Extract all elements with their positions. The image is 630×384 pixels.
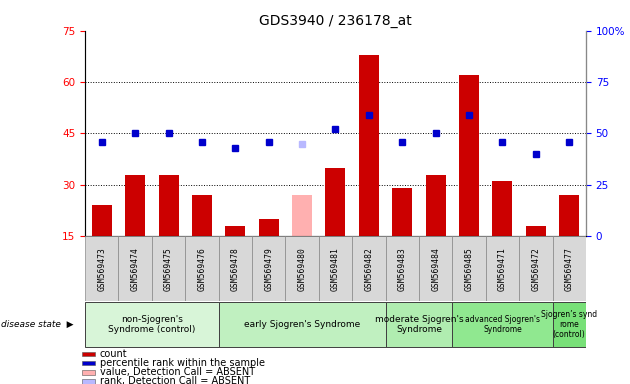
Bar (192, 195, 212, 236)
Bar (159, 174, 178, 236)
Bar (292, 195, 312, 236)
Bar (219, 302, 386, 347)
Bar (392, 188, 412, 236)
Bar (219, 236, 252, 301)
Bar (386, 236, 419, 301)
Text: disease state  ▶: disease state ▶ (1, 320, 74, 329)
Bar (185, 236, 219, 301)
Bar (85, 236, 118, 301)
Bar (85, 302, 219, 347)
Bar (519, 236, 553, 301)
Text: GSM569482: GSM569482 (364, 247, 374, 291)
Text: count: count (100, 349, 128, 359)
Title: GDS3940 / 236178_at: GDS3940 / 236178_at (259, 14, 412, 28)
Bar (359, 55, 379, 236)
Text: GSM569475: GSM569475 (164, 247, 173, 291)
Bar (559, 195, 579, 236)
Bar (259, 219, 278, 236)
Text: GSM569481: GSM569481 (331, 247, 340, 291)
Bar (83, 379, 95, 384)
Bar (526, 226, 546, 236)
Text: value, Detection Call = ABSENT: value, Detection Call = ABSENT (100, 367, 255, 377)
Text: GSM569477: GSM569477 (564, 247, 574, 291)
Bar (553, 236, 586, 301)
Bar (493, 181, 512, 236)
Bar (419, 236, 452, 301)
Text: early Sjogren's Syndrome: early Sjogren's Syndrome (244, 320, 360, 329)
Bar (118, 236, 152, 301)
Bar (152, 236, 185, 301)
Text: GSM569471: GSM569471 (498, 247, 507, 291)
Bar (83, 370, 95, 374)
Text: percentile rank within the sample: percentile rank within the sample (100, 358, 265, 368)
Text: moderate Sjogren's
Syndrome: moderate Sjogren's Syndrome (375, 315, 463, 334)
Text: GSM569476: GSM569476 (197, 247, 207, 291)
Bar (326, 168, 345, 236)
Bar (452, 236, 486, 301)
Bar (426, 174, 445, 236)
Text: non-Sjogren's
Syndrome (control): non-Sjogren's Syndrome (control) (108, 315, 195, 334)
Bar (226, 226, 245, 236)
Text: GSM569483: GSM569483 (398, 247, 407, 291)
Text: GSM569472: GSM569472 (531, 247, 541, 291)
Bar (386, 302, 452, 347)
Text: GSM569479: GSM569479 (264, 247, 273, 291)
Bar (486, 236, 519, 301)
Bar (285, 236, 319, 301)
Bar (459, 75, 479, 236)
Text: GSM569484: GSM569484 (431, 247, 440, 291)
Bar (352, 236, 386, 301)
Text: GSM569485: GSM569485 (464, 247, 474, 291)
Text: GSM569473: GSM569473 (97, 247, 106, 291)
Bar (452, 302, 553, 347)
Bar (252, 236, 285, 301)
Bar (553, 302, 586, 347)
Bar (319, 236, 352, 301)
Text: rank, Detection Call = ABSENT: rank, Detection Call = ABSENT (100, 376, 250, 384)
Text: advanced Sjogren's
Syndrome: advanced Sjogren's Syndrome (465, 315, 540, 334)
Bar (83, 352, 95, 356)
Text: Sjogren’s synd
rome
(control): Sjogren’s synd rome (control) (541, 310, 597, 339)
Bar (92, 205, 112, 236)
Text: GSM569474: GSM569474 (130, 247, 140, 291)
Bar (83, 361, 95, 366)
Text: GSM569478: GSM569478 (231, 247, 240, 291)
Text: GSM569480: GSM569480 (297, 247, 307, 291)
Bar (125, 174, 145, 236)
